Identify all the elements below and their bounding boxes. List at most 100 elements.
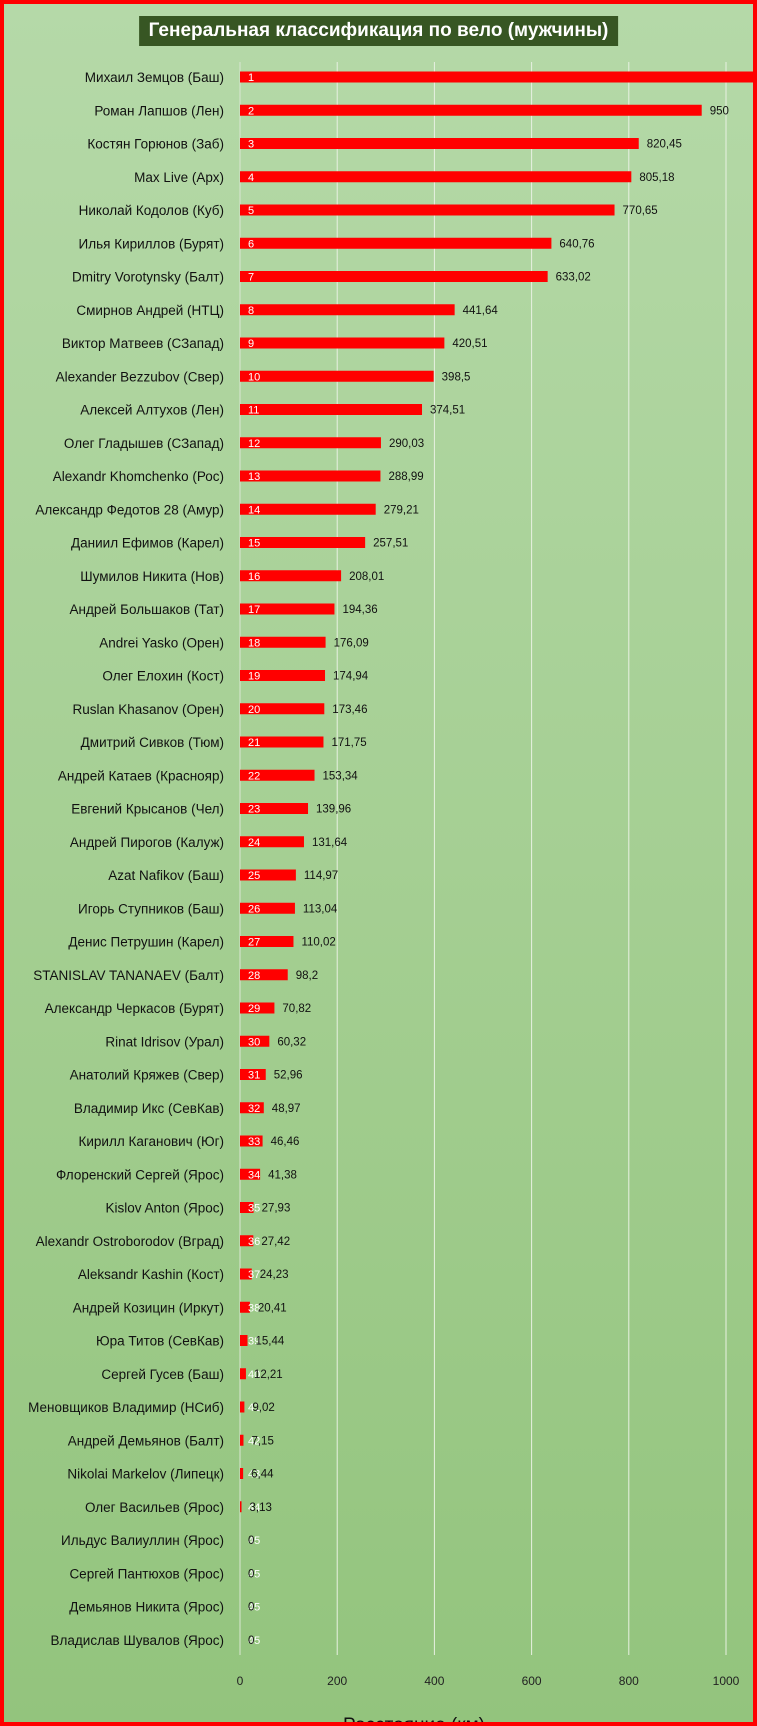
- x-tick-label: 600: [522, 1674, 542, 1688]
- bar: [240, 969, 288, 981]
- category-label: Демьянов Никита (Ярос): [69, 1600, 224, 1615]
- rank-label: 37: [248, 1269, 260, 1281]
- category-label: Aleksandr Kashin (Кост): [78, 1267, 224, 1282]
- value-label: 70,82: [282, 1003, 311, 1015]
- value-label: 153,34: [323, 770, 359, 782]
- bar: [240, 1401, 245, 1413]
- value-label: 420,51: [452, 338, 487, 350]
- rank-label: 17: [248, 604, 260, 616]
- bar: [240, 603, 335, 615]
- rank-label: 25: [248, 870, 260, 882]
- category-label: Михаил Земцов (Баш): [85, 70, 224, 85]
- value-label: 176,09: [334, 637, 369, 649]
- rank-label: 40: [248, 1369, 260, 1381]
- x-axis-label: Расстояние (км): [343, 1715, 485, 1726]
- rank-label: 45: [248, 1535, 260, 1547]
- rank-label: 28: [248, 970, 260, 982]
- x-tick-label: 200: [327, 1674, 347, 1688]
- bar: [240, 1368, 246, 1380]
- rank-label: 26: [248, 903, 260, 915]
- bar: [240, 1268, 252, 1280]
- rank-label: 38: [248, 1302, 260, 1314]
- bar: [240, 1102, 264, 1114]
- category-label: Олег Елохин (Кост): [102, 669, 224, 684]
- bar: [240, 769, 315, 781]
- value-label: 171,75: [331, 737, 366, 749]
- value-label: 194,36: [342, 604, 377, 616]
- bar: [240, 1002, 275, 1014]
- rank-label: 1: [248, 72, 254, 84]
- rank-label: 31: [248, 1070, 260, 1082]
- rank-label: 22: [248, 770, 260, 782]
- rank-label: 10: [248, 371, 260, 383]
- category-label: Алексей Алтухов (Лен): [80, 403, 224, 418]
- rank-label: 24: [248, 837, 260, 849]
- rank-label: 21: [248, 737, 260, 749]
- value-label: 173,46: [332, 704, 367, 716]
- rank-label: 3: [248, 139, 254, 151]
- category-label: Andrei Yasko (Орен): [99, 635, 224, 650]
- category-label: Kislov Anton (Ярос): [105, 1201, 224, 1216]
- rank-label: 19: [248, 671, 260, 683]
- bar: [240, 304, 455, 316]
- bar: [240, 1135, 263, 1147]
- value-label: 114,97: [304, 870, 338, 882]
- category-label: Ruslan Khasanov (Орен): [72, 702, 224, 717]
- category-label: Андрей Большаков (Тат): [70, 602, 224, 617]
- value-label: 770,65: [623, 205, 658, 217]
- category-label: Александр Федотов 28 (Амур): [35, 502, 224, 517]
- category-label: Роман Лапшов (Лен): [94, 103, 224, 118]
- category-label: Кирилл Каганович (Юг): [79, 1134, 224, 1149]
- value-label: 257,51: [373, 538, 408, 550]
- value-label: 113,04: [303, 903, 338, 915]
- x-tick-label: 1000: [713, 1674, 740, 1688]
- category-label: Олег Васильев (Ярос): [85, 1500, 224, 1515]
- rank-label: 39: [248, 1336, 260, 1348]
- bar: [240, 836, 304, 848]
- bar: [240, 869, 296, 881]
- category-label: Владислав Шувалов (Ярос): [51, 1633, 224, 1648]
- rank-label: 14: [248, 504, 260, 516]
- category-label: Андрей Пирогов (Калуж): [70, 835, 224, 850]
- value-label: 3,13: [250, 1502, 272, 1514]
- rank-label: 45: [248, 1602, 260, 1614]
- bar: [240, 337, 445, 349]
- rank-label: 45: [248, 1635, 260, 1647]
- x-tick-label: 400: [424, 1674, 444, 1688]
- bar: [240, 204, 615, 216]
- bar-chart: 0200400600800100012001400160018002000Мих…: [28, 62, 753, 1688]
- bar: [240, 1301, 250, 1313]
- value-label: 0: [248, 1535, 254, 1547]
- value-label: 98,2: [296, 970, 318, 982]
- value-label: 0: [248, 1568, 254, 1580]
- category-label: Смирнов Андрей (НТЦ): [76, 303, 224, 318]
- bar: [240, 237, 552, 249]
- category-label: Сергей Гусев (Баш): [101, 1367, 224, 1382]
- rank-label: 43: [248, 1469, 260, 1481]
- bar: [240, 370, 434, 382]
- x-tick-label: 800: [619, 1674, 639, 1688]
- category-label: Alexandr Khomchenko (Рос): [53, 469, 224, 484]
- rank-label: 32: [248, 1103, 260, 1115]
- bar: [240, 1202, 254, 1213]
- value-label: 139,96: [316, 804, 351, 816]
- bar: [240, 138, 639, 149]
- rank-label: 5: [248, 205, 254, 217]
- bar: [240, 936, 294, 947]
- value-label: 950: [710, 105, 729, 117]
- value-label: 820,45: [647, 139, 682, 151]
- rank-label: 12: [248, 438, 260, 450]
- category-label: Dmitry Vorotynsky (Балт): [72, 270, 224, 285]
- category-label: Андрей Катаев (Краснояр): [58, 768, 224, 783]
- rank-label: 8: [248, 305, 254, 317]
- bar: [240, 71, 753, 83]
- rank-label: 7: [248, 272, 254, 284]
- rank-label: 29: [248, 1003, 260, 1015]
- bar: [240, 636, 326, 648]
- bar: [240, 404, 423, 415]
- category-label: Владимир Икс (СевКав): [74, 1101, 224, 1116]
- value-label: 633,02: [556, 272, 591, 284]
- rank-label: 41: [248, 1402, 260, 1414]
- category-label: Alexander Bezzubov (Свер): [56, 369, 224, 384]
